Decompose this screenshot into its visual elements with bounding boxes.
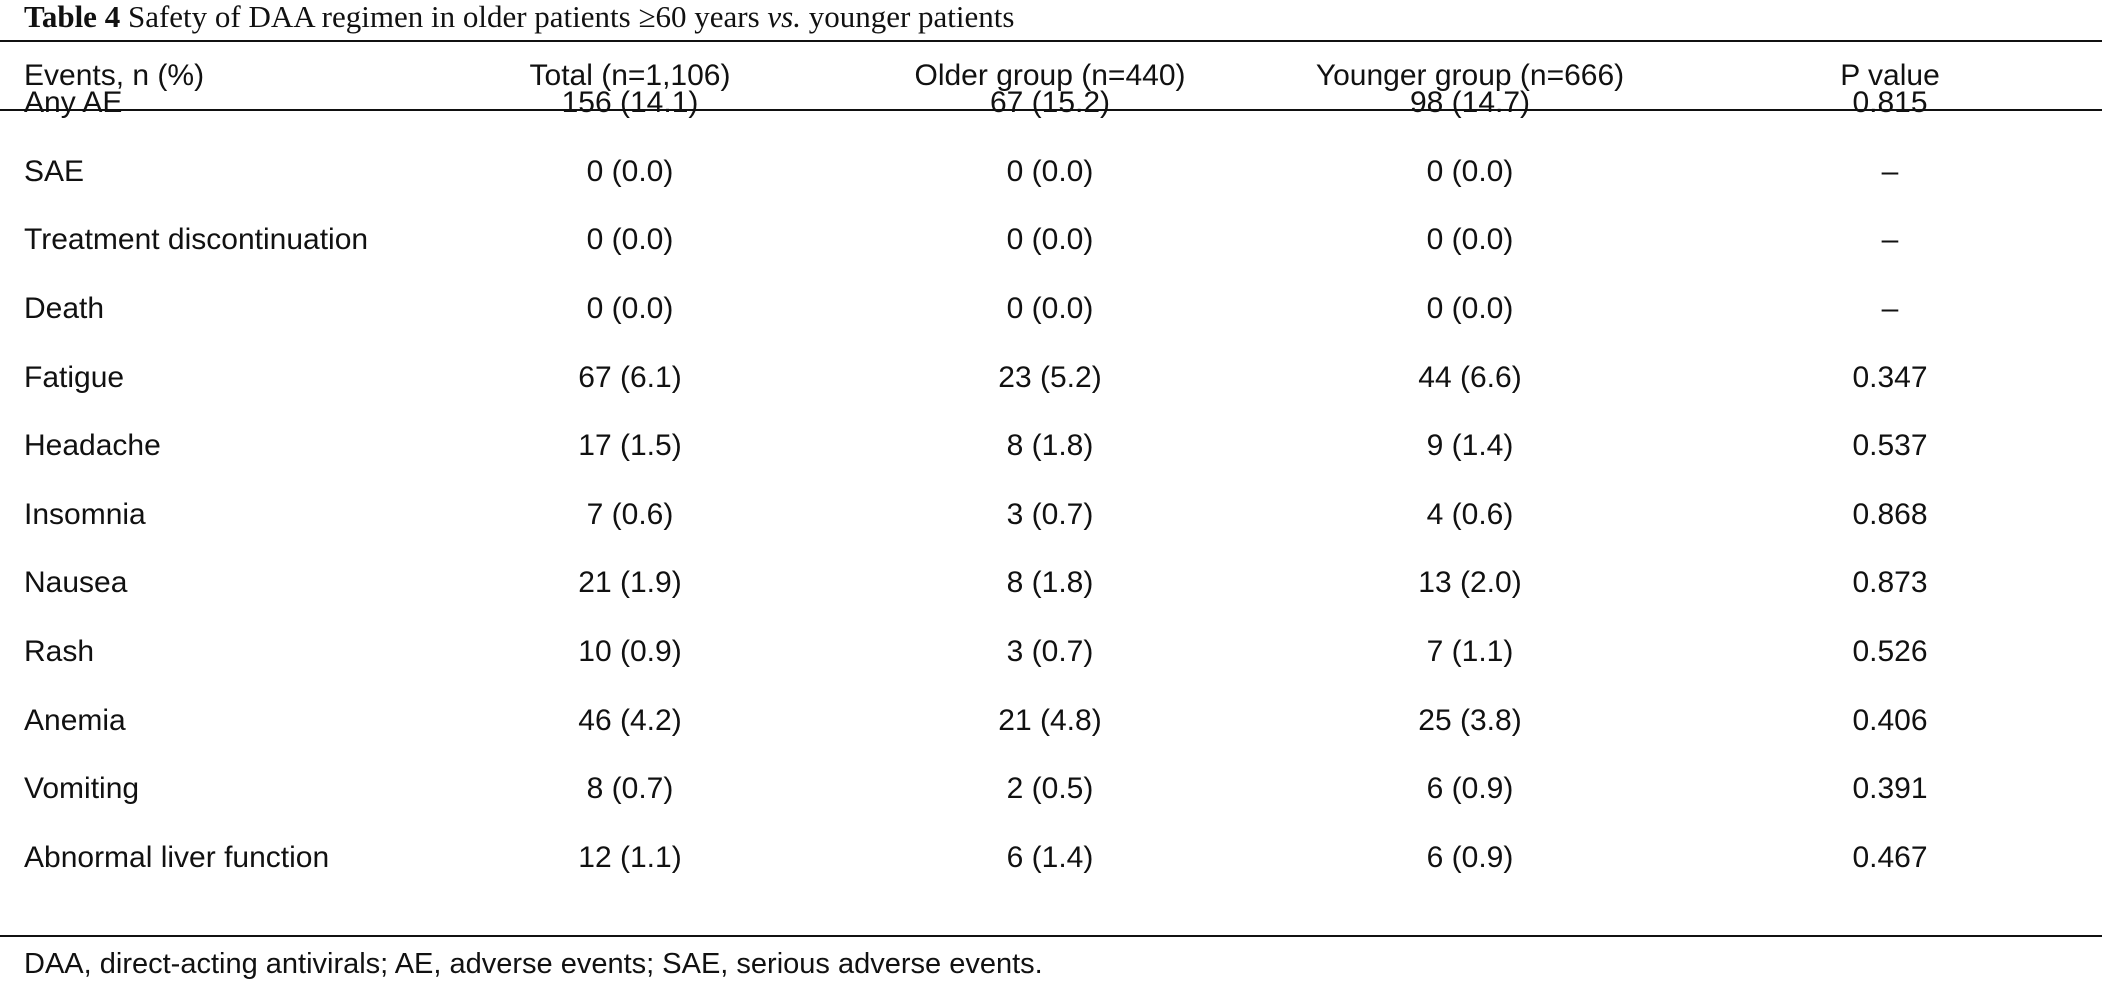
event-name: Anemia — [24, 703, 126, 737]
p-value: 0.868 — [1852, 497, 1928, 531]
table-row: SAE 0 (0.0) 0 (0.0) 0 (0.0) – — [0, 138, 2102, 207]
p-value: 0.537 — [1852, 429, 1928, 463]
younger-value: 4 (0.6) — [1426, 497, 1514, 531]
table-caption-text: Safety of DAA regimen in older patients … — [120, 0, 768, 34]
younger-value: 25 (3.8) — [1418, 703, 1522, 737]
top-rule — [0, 40, 2102, 42]
total-value: 0 (0.0) — [586, 223, 674, 257]
older-value: 8 (1.8) — [1006, 429, 1094, 463]
event-name: Fatigue — [24, 360, 125, 394]
table-row: Vomiting 8 (0.7) 2 (0.5) 6 (0.9) 0.391 — [0, 755, 2102, 824]
table-caption-label: Table 4 — [24, 0, 121, 34]
table-body: Any AE 156 (14.1) 67 (15.2) 98 (14.7) 0.… — [0, 69, 2102, 892]
header-younger-group: Younger group (n=666) — [1315, 58, 1625, 92]
event-name: Treatment discontinuation — [24, 223, 369, 257]
younger-value: 98 (14.7) — [1409, 86, 1531, 120]
event-name: Abnormal liver function — [24, 840, 330, 874]
p-value: 0.526 — [1852, 635, 1928, 669]
p-value: – — [1881, 292, 1899, 326]
younger-value: 0 (0.0) — [1426, 223, 1514, 257]
younger-value: 0 (0.0) — [1426, 154, 1514, 188]
older-value: 0 (0.0) — [1006, 154, 1094, 188]
older-value: 0 (0.0) — [1006, 223, 1094, 257]
total-value: 8 (0.7) — [586, 772, 674, 806]
table-footnote: DAA, direct-acting antivirals; AE, adver… — [24, 948, 1043, 980]
header-rule — [0, 109, 2102, 111]
p-value: 0.391 — [1852, 772, 1928, 806]
younger-value: 7 (1.1) — [1426, 635, 1514, 669]
younger-value: 6 (0.9) — [1426, 772, 1514, 806]
p-value: 0.815 — [1852, 86, 1928, 120]
table-row: Any AE 156 (14.1) 67 (15.2) 98 (14.7) 0.… — [0, 69, 2102, 138]
total-value: 17 (1.5) — [578, 429, 682, 463]
total-value: 156 (14.1) — [561, 86, 699, 120]
table-row: Headache 17 (1.5) 8 (1.8) 9 (1.4) 0.537 — [0, 412, 2102, 481]
p-value: – — [1881, 154, 1899, 188]
event-name: Rash — [24, 635, 95, 669]
safety-table: Events, n (%) Total (n=1,106) Older grou… — [0, 42, 2102, 109]
table-caption: Table 4 Safety of DAA regimen in older p… — [24, 0, 1014, 38]
event-name: Death — [24, 292, 105, 326]
header-total: Total (n=1,106) — [529, 58, 731, 92]
total-value: 0 (0.0) — [586, 154, 674, 188]
event-name: SAE — [24, 154, 85, 188]
event-name: Insomnia — [24, 497, 146, 531]
table-caption-vs: vs. — [767, 0, 801, 34]
p-value: – — [1881, 223, 1899, 257]
total-value: 12 (1.1) — [578, 840, 682, 874]
older-value: 8 (1.8) — [1006, 566, 1094, 600]
p-value: 0.467 — [1852, 840, 1928, 874]
header-p-value: P value — [1840, 58, 1940, 92]
older-value: 6 (1.4) — [1006, 840, 1094, 874]
younger-value: 9 (1.4) — [1426, 429, 1514, 463]
header-events: Events, n (%) — [24, 58, 205, 92]
total-value: 21 (1.9) — [578, 566, 682, 600]
header-older-group: Older group (n=440) — [914, 58, 1186, 92]
p-value: 0.873 — [1852, 566, 1928, 600]
older-value: 67 (15.2) — [989, 86, 1111, 120]
total-value: 0 (0.0) — [586, 292, 674, 326]
event-name: Any AE — [24, 86, 123, 120]
event-name: Headache — [24, 429, 161, 463]
table-row: Insomnia 7 (0.6) 3 (0.7) 4 (0.6) 0.868 — [0, 481, 2102, 550]
table-row: Rash 10 (0.9) 3 (0.7) 7 (1.1) 0.526 — [0, 618, 2102, 687]
older-value: 21 (4.8) — [998, 703, 1102, 737]
table-row: Fatigue 67 (6.1) 23 (5.2) 44 (6.6) 0.347 — [0, 343, 2102, 412]
younger-value: 44 (6.6) — [1418, 360, 1522, 394]
table-row: Treatment discontinuation 0 (0.0) 0 (0.0… — [0, 206, 2102, 275]
younger-value: 0 (0.0) — [1426, 292, 1514, 326]
table-row: Death 0 (0.0) 0 (0.0) 0 (0.0) – — [0, 275, 2102, 344]
event-name: Nausea — [24, 566, 128, 600]
older-value: 23 (5.2) — [998, 360, 1102, 394]
bottom-rule — [0, 935, 2102, 937]
table-caption-text-end: younger patients — [800, 0, 1015, 34]
p-value: 0.347 — [1852, 360, 1928, 394]
older-value: 3 (0.7) — [1006, 497, 1094, 531]
table-row: Nausea 21 (1.9) 8 (1.8) 13 (2.0) 0.873 — [0, 549, 2102, 618]
total-value: 46 (4.2) — [578, 703, 682, 737]
older-value: 2 (0.5) — [1006, 772, 1094, 806]
younger-value: 13 (2.0) — [1418, 566, 1522, 600]
older-value: 3 (0.7) — [1006, 635, 1094, 669]
p-value: 0.406 — [1852, 703, 1928, 737]
total-value: 67 (6.1) — [578, 360, 682, 394]
event-name: Vomiting — [24, 772, 140, 806]
table-header-row: Events, n (%) Total (n=1,106) Older grou… — [0, 42, 2102, 109]
total-value: 10 (0.9) — [578, 635, 682, 669]
older-value: 0 (0.0) — [1006, 292, 1094, 326]
table-row: Anemia 46 (4.2) 21 (4.8) 25 (3.8) 0.406 — [0, 686, 2102, 755]
table-row: Abnormal liver function 12 (1.1) 6 (1.4)… — [0, 824, 2102, 893]
younger-value: 6 (0.9) — [1426, 840, 1514, 874]
total-value: 7 (0.6) — [586, 497, 674, 531]
